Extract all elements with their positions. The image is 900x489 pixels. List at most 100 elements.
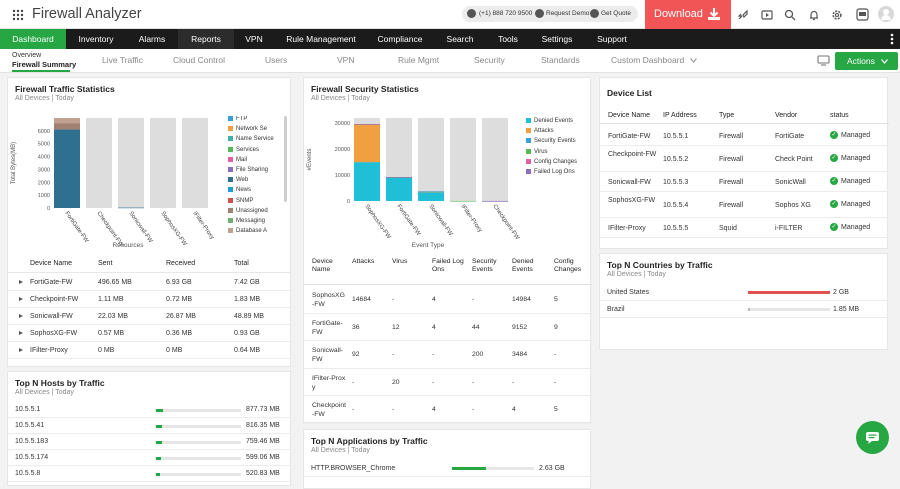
expand-arrow-icon[interactable] <box>19 314 23 318</box>
legend-item-ftp[interactable]: FTP <box>228 116 247 122</box>
x-axis-label: Resources <box>112 242 144 249</box>
get-quote-link[interactable]: Get Quote <box>601 10 631 17</box>
tab-overview[interactable]: Overview Firewall Summary <box>0 49 90 73</box>
list-item[interactable]: United States 2 GB <box>600 284 889 301</box>
list-item[interactable]: 10.5.5.1 877.73 MB <box>8 402 292 418</box>
gear-icon[interactable] <box>831 9 843 21</box>
tab-custom-dashboard[interactable]: Custom Dashboard <box>611 55 685 65</box>
menu-item-compliance[interactable]: Compliance <box>377 34 423 44</box>
menu-item-vpn[interactable]: VPN <box>245 34 263 44</box>
legend-item-snmp[interactable]: SNMP <box>228 197 253 204</box>
legend-item-news[interactable]: News <box>228 187 251 193</box>
license-icon[interactable] <box>856 8 869 21</box>
legend-item-database-a[interactable]: Database A <box>228 228 267 234</box>
bell-icon[interactable] <box>808 9 820 21</box>
table-cell: SophosXG-FW <box>608 197 656 204</box>
table-row[interactable]: IFilter-Proxy -20- - - - <box>304 369 592 396</box>
table-cell: - <box>472 406 475 413</box>
tab-security[interactable]: Security <box>474 55 505 65</box>
expand-arrow-icon[interactable] <box>19 348 23 352</box>
traffic-stats-subtitle: All Devices | Today <box>15 95 74 102</box>
chat-button[interactable] <box>856 421 889 454</box>
menu-item-inventory[interactable]: Inventory <box>78 34 114 44</box>
tab-standards[interactable]: Standards <box>541 55 580 65</box>
demo-icon <box>535 9 544 18</box>
actions-button[interactable] <box>835 52 898 70</box>
table-row[interactable]: SophosXG-FW 14684 - 4 - 14984 5 <box>304 286 592 314</box>
legend-item-failed-log-ons[interactable]: Failed Log Ons <box>526 169 575 175</box>
apps-grid-icon[interactable] <box>12 9 24 21</box>
table-row[interactable]: FortiGate-FW 10.5.5.1 Firewall FortiGate ✓ Ma… <box>600 125 889 146</box>
table-row[interactable]: Checkpoint-FW - -4-4 5 <box>304 396 592 424</box>
security-stats-subtitle: All Devices | Today <box>311 95 370 102</box>
legend-item-network-se[interactable]: Network Se <box>228 126 267 132</box>
table-row[interactable]: Sonicwall-FW 10.5.5.3 Firewall SonicWall ✓ Ma… <box>600 172 889 192</box>
list-item[interactable]: 10.5.5.41 816.35 MB <box>8 418 292 434</box>
table-row[interactable]: SophosXG-FW 10.5.5.4 Firewall Sophos XG ✓ Man… <box>600 192 889 218</box>
table-row[interactable]: IFilter-Proxy 0 MB 0 MB 0.64 MB <box>8 342 292 359</box>
tab-live-traffic[interactable]: Live Traffic <box>102 55 143 65</box>
menu-item-dashboard[interactable]: Dashboard <box>0 29 66 49</box>
table-row[interactable]: SophosXG-FW 0.57 MB 0.36 MB 0.93 GB <box>8 325 292 342</box>
menu-item-settings[interactable]: Settings <box>541 34 573 44</box>
legend-item-file-sharing[interactable]: File Sharing <box>228 167 268 173</box>
legend-item-name-service[interactable]: Name Service <box>228 136 274 142</box>
y-axis-label: #Events <box>307 149 313 171</box>
request-demo-link[interactable]: Request Demo <box>546 10 590 17</box>
menu-item-search[interactable]: Search <box>446 34 474 44</box>
tab-cloud-control[interactable]: Cloud Control <box>173 55 225 65</box>
list-item[interactable]: HTTP.BROWSER_Chrome 2.63 GB <box>304 460 592 477</box>
legend-item-messaging[interactable]: Messaging <box>228 218 265 224</box>
menu-item-reports[interactable]: Reports <box>178 29 234 49</box>
legend-item-services[interactable]: Services <box>228 146 259 153</box>
table-row[interactable]: FortiGate-FW 496.65 MB 6.93 GB 7.42 GB <box>8 274 292 291</box>
more-options-icon[interactable] <box>889 33 895 45</box>
tab-rule-mgmt[interactable]: Rule Mgmt <box>398 55 440 65</box>
traffic-bar <box>452 467 534 470</box>
legend-item-config-changes[interactable]: Config Changes <box>526 158 577 165</box>
list-item[interactable]: Brazil 1.85 MB <box>600 301 889 318</box>
legend-label: Mail <box>236 156 248 163</box>
legend-item-mail[interactable]: Mail <box>228 156 248 163</box>
actions-label: Actions <box>847 56 875 66</box>
list-item[interactable]: 10.5.5.183 759.46 MB <box>8 434 292 450</box>
legend-item-denied-events[interactable]: Denied Events <box>526 118 573 124</box>
menu-item-rule-management[interactable]: Rule Management <box>286 34 356 44</box>
x-tick-label: SophosXG-FW <box>159 211 187 248</box>
menu-item-support[interactable]: Support <box>597 34 627 44</box>
x-tick-label: FortiGate-FW <box>395 204 421 237</box>
traffic-legend-scrollbar[interactable] <box>284 116 287 202</box>
list-item[interactable]: 10.5.5.174 599.06 MB <box>8 450 292 466</box>
y-tick-label: 0 <box>347 199 350 205</box>
table-row[interactable]: FortiGate-FW 36 12 4 44 9152 9 <box>304 314 592 341</box>
legend-item-virus[interactable]: Virus <box>526 148 548 155</box>
menu-item-alarms[interactable]: Alarms <box>138 34 166 44</box>
table-cell: 92 <box>352 351 360 358</box>
table-cell: SophosXG-FW <box>30 330 78 337</box>
legend-item-attacks[interactable]: Attacks <box>526 128 554 134</box>
table-row[interactable]: IFilter-Proxy 10.5.5.5 Squid i-FILTER ✓ Manag… <box>600 218 889 238</box>
expand-arrow-icon[interactable] <box>19 297 23 301</box>
tab-vpn[interactable]: VPN <box>337 55 355 65</box>
legend-item-web[interactable]: Web <box>228 177 248 183</box>
table-row[interactable]: Checkpoint-FW 1.11 MB 0.72 MB 1.83 MB <box>8 291 292 308</box>
legend-swatch <box>228 207 233 213</box>
table-header-cell: Security Events <box>472 258 497 273</box>
legend-item-security-events[interactable]: Security Events <box>526 138 576 144</box>
expand-arrow-icon[interactable] <box>19 280 23 284</box>
table-row[interactable]: Sonicwall-FW 22.03 MB 26.87 MB 48.89 MB <box>8 308 292 325</box>
chevron-down-icon[interactable] <box>690 58 697 63</box>
screen-icon[interactable] <box>817 55 830 66</box>
menu-item-tools[interactable]: Tools <box>498 34 518 44</box>
user-avatar-icon[interactable] <box>878 6 894 22</box>
list-item-label: 10.5.5.183 <box>15 438 49 445</box>
rocket-icon[interactable] <box>737 9 749 21</box>
list-item[interactable]: 10.5.5.8 520.83 MB <box>8 466 292 482</box>
video-icon[interactable] <box>761 9 773 21</box>
search-icon[interactable] <box>784 9 796 21</box>
legend-item-unassigned[interactable]: Unassigned <box>228 207 268 214</box>
expand-arrow-icon[interactable] <box>19 331 23 335</box>
tab-users[interactable]: Users <box>265 55 288 65</box>
table-row[interactable]: Checkpoint-FW 10.5.5.2 Firewall Check Point… <box>600 146 889 172</box>
table-row[interactable]: Sonicwall-FW 92 - - 200 3484 - <box>304 341 592 369</box>
